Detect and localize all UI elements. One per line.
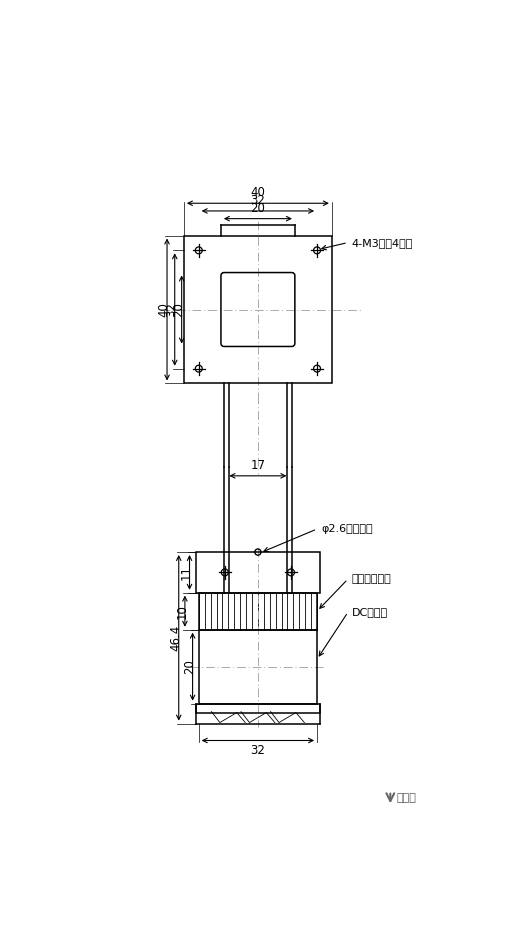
Text: ヒートシンク: ヒートシンク — [352, 574, 392, 584]
Text: 46.4: 46.4 — [169, 624, 182, 651]
Bar — [184, 236, 332, 384]
Text: 20: 20 — [250, 202, 265, 215]
Bar — [199, 593, 317, 630]
Text: 32: 32 — [165, 302, 178, 317]
Text: 11: 11 — [180, 565, 193, 580]
Text: 20: 20 — [172, 302, 185, 317]
Bar — [196, 703, 320, 713]
Text: 32: 32 — [250, 744, 265, 757]
Bar — [196, 552, 320, 593]
Text: 40: 40 — [158, 302, 171, 317]
Text: 40: 40 — [250, 187, 265, 199]
Text: 20: 20 — [183, 659, 196, 674]
Text: DCファン: DCファン — [352, 607, 388, 617]
Text: 10: 10 — [175, 604, 188, 619]
Text: 風向き: 風向き — [396, 793, 416, 803]
Text: 17: 17 — [250, 459, 266, 472]
Text: 32: 32 — [250, 194, 265, 207]
Bar — [199, 630, 317, 703]
Text: 4-M3深ご4ミリ: 4-M3深ご4ミリ — [352, 238, 413, 247]
Text: φ2.6温測用穴: φ2.6温測用穴 — [321, 524, 373, 534]
